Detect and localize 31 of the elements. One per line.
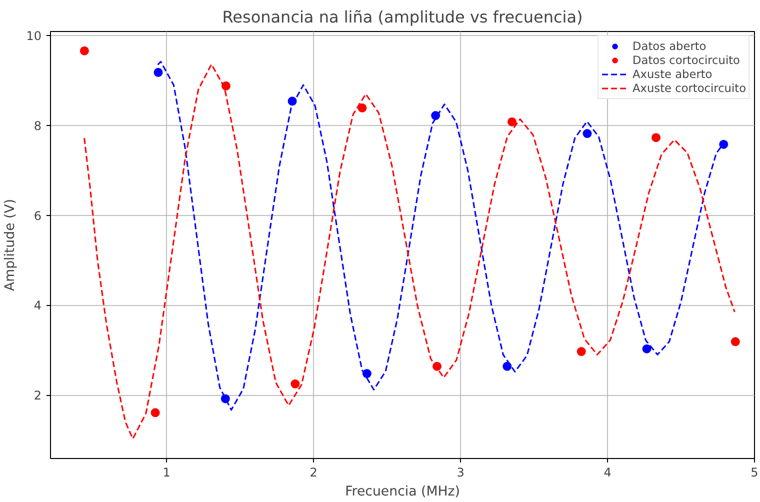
point (362, 369, 372, 378)
legend-label: Axuste aberto (632, 67, 712, 81)
point (576, 347, 586, 356)
y-tick-label: 8 (34, 118, 42, 133)
point (652, 133, 661, 142)
y-tick-label: 4 (34, 298, 42, 313)
x-tick-label: 5 (750, 466, 758, 480)
point (719, 140, 728, 149)
point (290, 379, 300, 388)
x-tick-label: 2 (310, 466, 318, 480)
legend-label: Datos cortocircuito (632, 53, 740, 67)
point (150, 408, 160, 418)
y-tick-label: 2 (34, 388, 42, 403)
x-axis-title: Frecuencia (MHz) (345, 484, 460, 500)
chart-title: Resonancia na liña (amplitude vs frecuencia) (222, 8, 583, 26)
legend-label: Axuste cortocircuito (632, 81, 746, 95)
y-axis-title: Amplitude (V) (3, 198, 18, 292)
x-tick-label: 3 (456, 466, 464, 480)
x-tick-label: 1 (162, 466, 170, 480)
x-tick-label: 4 (604, 466, 612, 480)
point (730, 337, 740, 346)
point (80, 46, 89, 56)
point (507, 117, 516, 126)
point (642, 344, 652, 354)
legend-label: Datos aberto (632, 39, 706, 53)
point (582, 129, 592, 138)
y-tick-label: 6 (34, 208, 42, 223)
point (154, 68, 163, 77)
point (502, 362, 512, 371)
point (358, 103, 367, 112)
y-tick-label: 10 (26, 29, 42, 44)
